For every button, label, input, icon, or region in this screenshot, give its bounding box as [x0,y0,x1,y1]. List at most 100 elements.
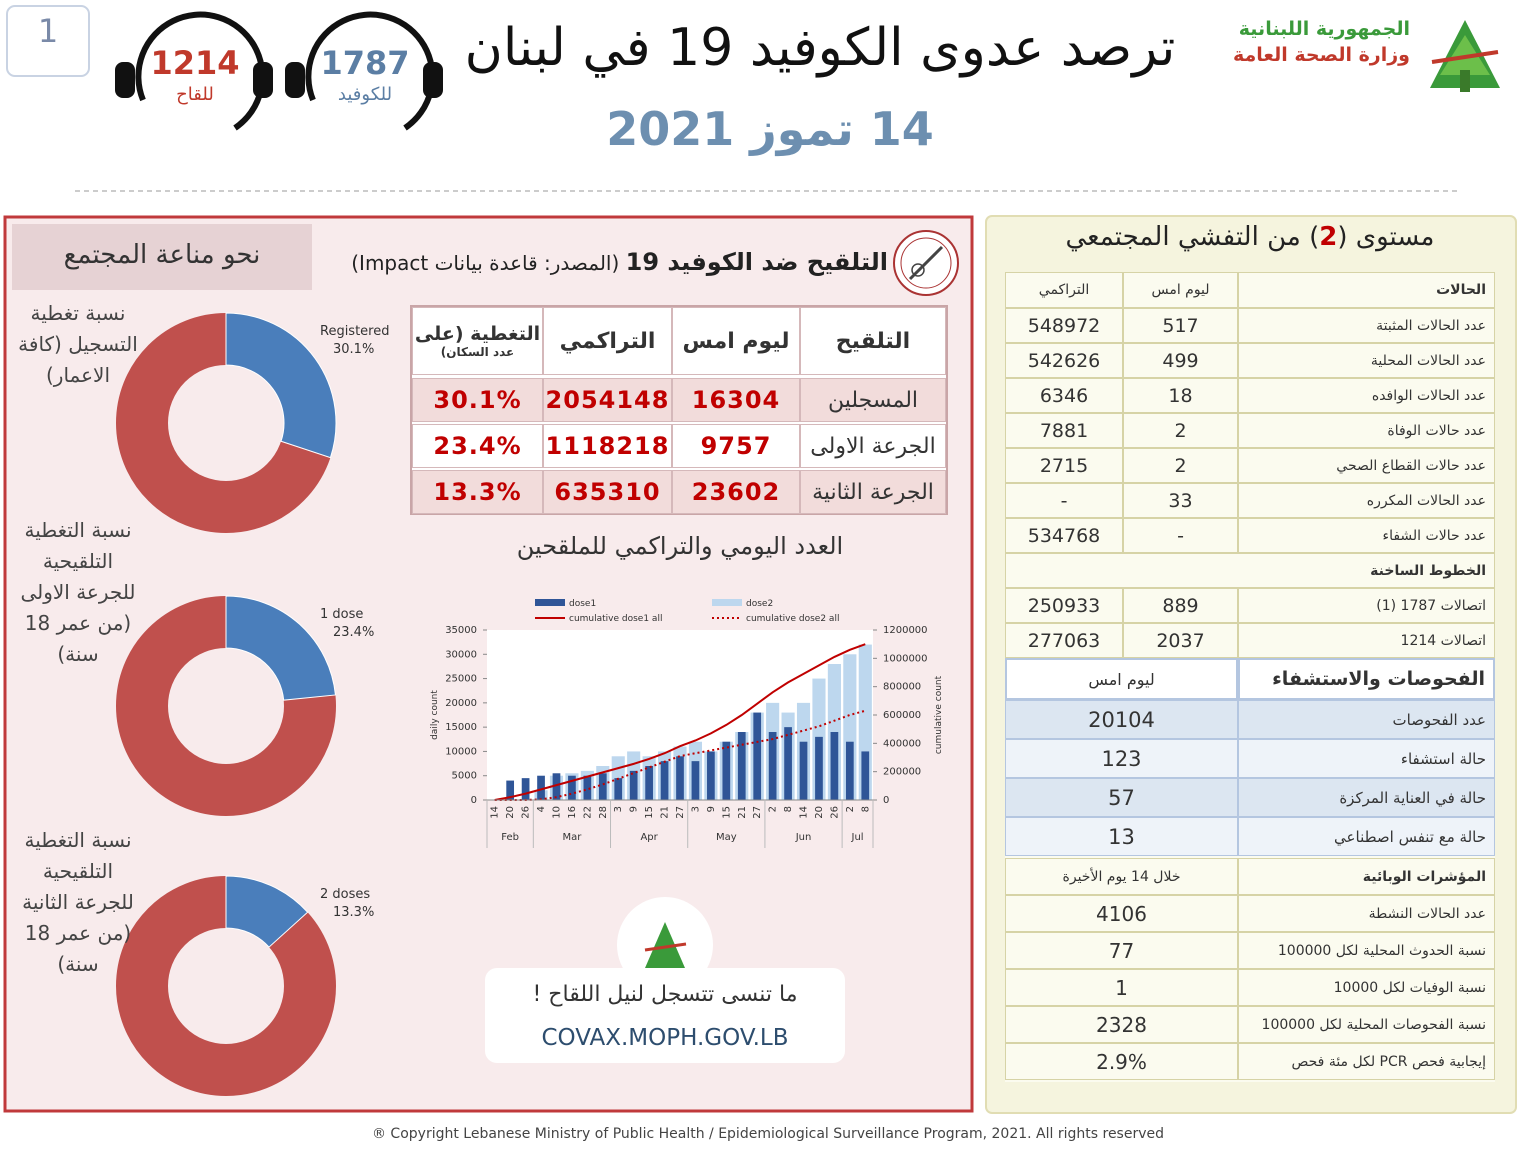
donut-value-label: 23.4% [333,625,374,640]
month-label: Feb [501,832,519,843]
table-cell: 33 [1123,483,1238,518]
hotline-number: 1787 [320,44,410,82]
bar [815,736,823,800]
table-cell: 13 [1005,817,1238,856]
y2-tick-label: 600000 [883,710,921,721]
table-cell: حالة مع تنفس اصطناعي [1238,817,1495,856]
table-cell: 57 [1005,778,1238,817]
x-tick-label: 27 [675,806,686,819]
bar [737,732,746,800]
x-tick-label: 22 [582,806,593,819]
table-cell: 6346 [1005,378,1123,413]
table-cell: نسبة الوفيات لكل 10000 [1238,969,1495,1006]
ministry-name: وزارة الصحة العامة [1232,44,1410,66]
table-cell: - [1123,518,1238,553]
x-tick-label: 14 [799,806,810,819]
table-cell: 277063 [1005,623,1123,658]
y2-tick-label: 1200000 [883,625,928,636]
table-cell: 123 [1005,739,1238,778]
hotline-label: للقاح [176,84,214,105]
immunity-title-box [12,224,312,290]
y2-tick-label: 800000 [883,682,921,693]
table-cell: 9757 [672,424,800,468]
table-cell: حالة استشفاء [1238,739,1495,778]
donut-slice [225,875,309,948]
table-cell: الحالات [1238,272,1495,308]
y2-tick-label: 1000000 [883,653,928,664]
table-cell: 30.1% [412,378,543,422]
donut-caption: نسبة التغطية التلقيحية للجرعة الثانية (م… [22,828,134,976]
x-tick-label: 14 [490,806,501,819]
line [494,709,866,801]
x-tick-label: 16 [567,806,578,819]
table-cell: 2037 [1123,623,1238,658]
table-cell: 534768 [1005,518,1123,553]
table-cell: 77 [1005,932,1238,969]
y-tick-label: 10000 [445,746,477,757]
table-cell: عدد الحالات المحلية [1238,343,1495,378]
page-number: 1 [37,12,59,50]
table-cell: 1118218 [543,424,672,468]
x-tick-label: 26 [521,806,532,819]
x-tick-label: 10 [551,806,562,819]
month-label: Jun [795,832,812,843]
hotline-label: للكوفيد [337,84,393,105]
y-axis-label: daily count [430,690,440,740]
outbreak-title-part: مستوى ( [1337,222,1435,252]
bar [660,761,669,800]
table-cell: 2 [1123,448,1238,483]
donut-slice [225,312,337,459]
x-tick-label: 4 [536,806,547,812]
table-cell: ليوم امس [1123,272,1238,308]
x-tick-label: 3 [690,806,701,812]
legend-label: dose1 [569,599,596,609]
month-label: Jul [851,832,864,843]
x-tick-label: 20 [505,806,516,819]
y-tick-label: 25000 [445,674,477,685]
bar [676,756,684,800]
x-tick-label: 8 [783,806,794,812]
x-tick-label: 21 [737,806,748,819]
y2-tick-label: 400000 [883,738,921,749]
table-cell: الجرعة الاولى [800,424,946,468]
vaccine-icon [893,230,959,296]
table-cell: 542626 [1005,343,1123,378]
month-label: Apr [640,832,658,843]
table-header-text: التغطية (على [414,323,541,345]
ministry-logo [1430,20,1500,92]
table-header-note: عدد السكان) [440,345,515,359]
table-header-text: التلقيح [835,328,911,354]
bar [799,741,808,800]
x-tick-label: 27 [752,806,763,819]
bar [845,741,854,800]
table-cell: الخطوط الساخنة [1005,553,1495,588]
legend-label: dose2 [746,599,773,609]
table-cell: الفحوصات والاستشفاء [1238,658,1495,700]
table-header-text: التراكمي [559,328,656,354]
month-label: May [716,832,737,843]
bar [521,778,530,800]
ministry-name: الجمهورية اللبنانية [1238,18,1410,40]
table-cell: 1 [1005,969,1238,1006]
table-cell: المسجلين [800,378,946,422]
table-cell: 250933 [1005,588,1123,623]
month-label: Mar [562,832,582,843]
x-tick-label: 9 [629,806,640,812]
bar [506,780,515,800]
ear-pad [253,62,273,98]
table-cell: الجرعة الثانية [800,470,946,514]
table-cell: 2054148 [543,378,672,422]
footer: ® Copyright Lebanese Ministry of Public … [371,1126,1165,1142]
ear-pad [115,62,135,98]
x-tick-label: 2 [845,806,856,812]
promo-url: COVAX.MOPH.GOV.LB [541,1025,789,1051]
table-cell: عدد الحالات المكرره [1238,483,1495,518]
x-tick-label: 9 [706,806,717,812]
table-cell: 23.4% [412,424,543,468]
table-cell: عدد الحالات النشطة [1238,895,1495,932]
table-cell: 2328 [1005,1006,1238,1043]
table-cell: نسبة الفحوصات المحلية لكل 100000 [1238,1006,1495,1043]
table-cell: 7881 [1005,413,1123,448]
donut-caption: نسبة التغطية التلقيحية للجرعة الاولى (من… [20,518,136,666]
table-cell: 4106 [1005,895,1238,932]
